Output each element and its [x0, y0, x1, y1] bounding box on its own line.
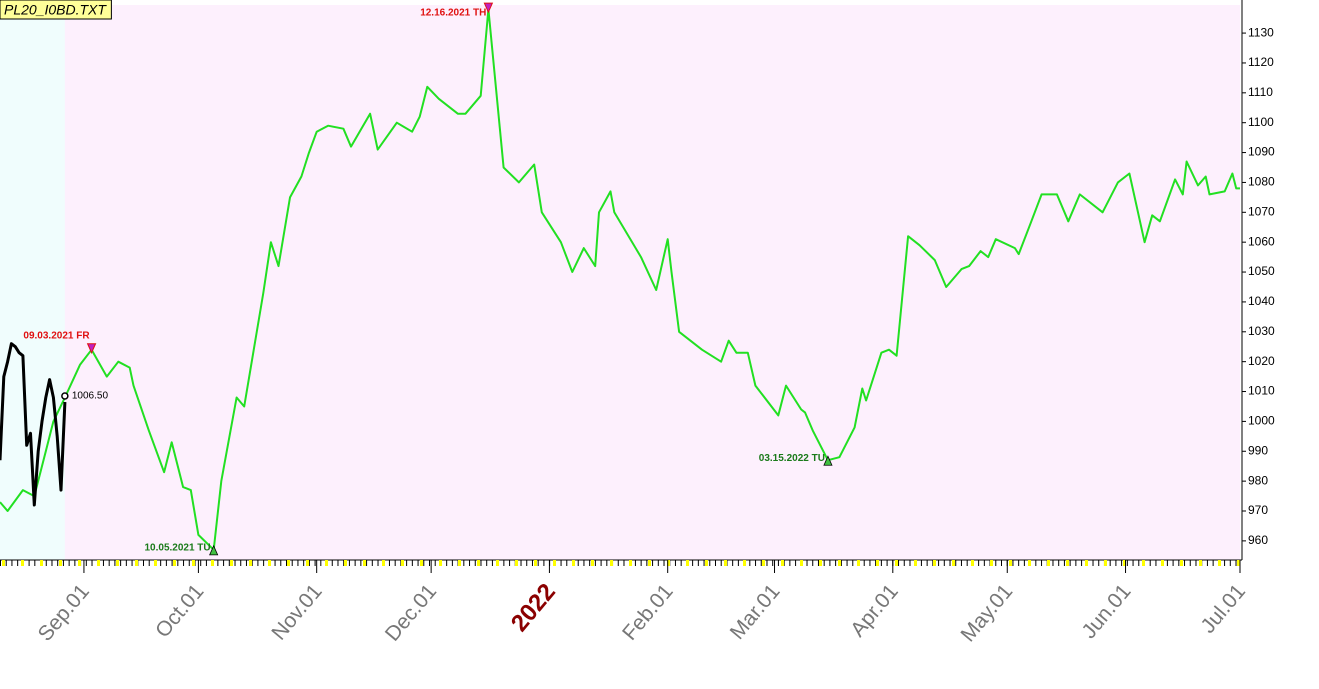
y-tick-label: 970	[1248, 503, 1268, 517]
plot-background	[0, 5, 1240, 560]
y-tick-label: 1010	[1248, 384, 1275, 398]
y-tick-label: 1000	[1248, 414, 1275, 428]
last-value-marker	[61, 392, 69, 400]
y-tick-label: 1020	[1248, 354, 1275, 368]
title-box	[0, 0, 112, 20]
y-tick-label: 1120	[1248, 55, 1274, 69]
y-tick-label: 960	[1248, 533, 1268, 547]
y-tick-label: 1030	[1248, 324, 1275, 338]
last-value-label: 1006.50	[72, 391, 109, 402]
y-tick-label: 1080	[1248, 175, 1275, 189]
annotation-label: 09.03.2021 FR	[23, 330, 90, 341]
y-tick-label: 1060	[1248, 234, 1275, 248]
y-tick-label: 1100	[1248, 115, 1274, 129]
y-tick-label: 1130	[1248, 25, 1274, 39]
y-tick-label: 1090	[1248, 145, 1275, 159]
trough-marker	[823, 455, 833, 466]
annotation-label: 10.05.2021 TU	[144, 542, 210, 553]
y-tick-label: 980	[1248, 473, 1268, 487]
y-tick-label: 1040	[1248, 294, 1275, 308]
chart-title: PL20_I0BD.TXT	[4, 2, 107, 18]
y-tick-label: 1070	[1248, 204, 1275, 218]
y-tick-label: 1050	[1248, 264, 1275, 278]
annotation-label: 03.15.2022 TU	[759, 453, 825, 464]
y-tick-label: 1110	[1248, 85, 1273, 99]
peak-marker	[86, 343, 97, 354]
annotation-label: 12.16.2021 TH	[420, 8, 486, 19]
peak-marker	[483, 2, 494, 14]
series-line	[0, 8, 1240, 551]
series-line	[0, 342, 67, 507]
y-tick-label: 990	[1248, 443, 1268, 457]
trough-marker	[209, 544, 219, 556]
